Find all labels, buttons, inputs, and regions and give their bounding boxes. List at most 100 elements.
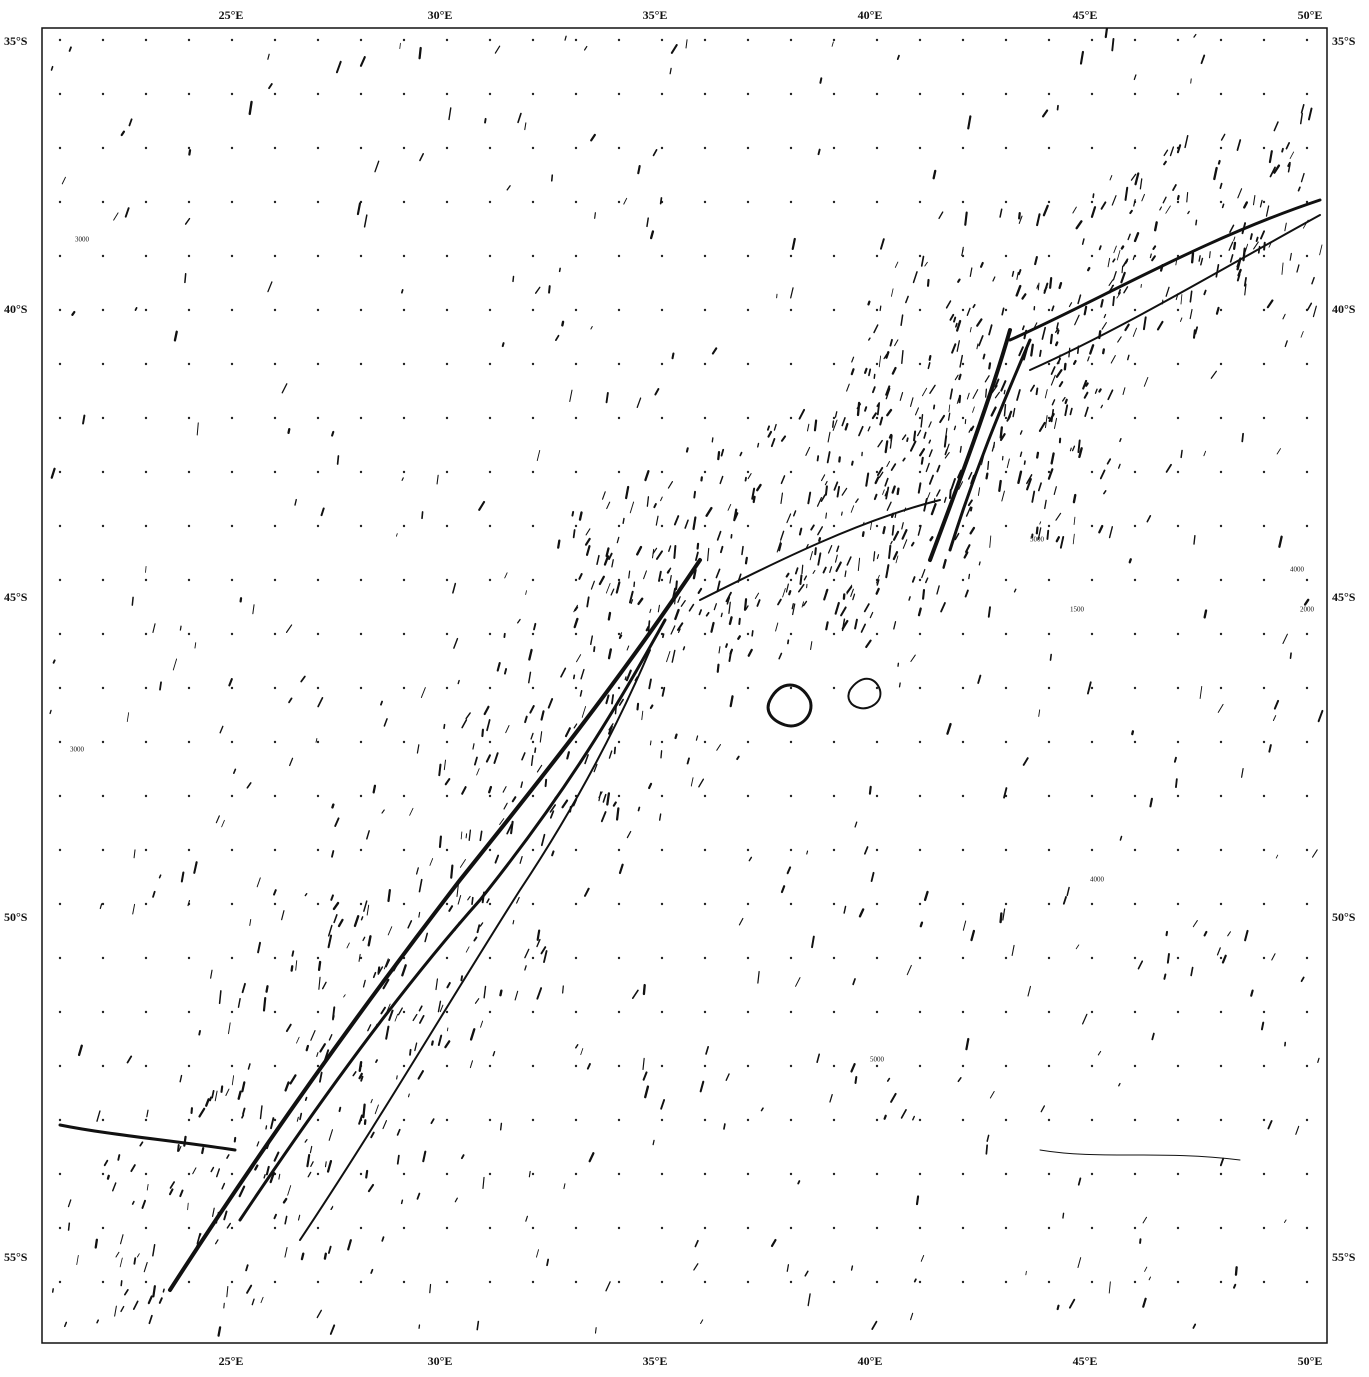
contour-fragment [360,916,364,921]
contour-fragment [148,1314,153,1325]
grid-dot [1176,686,1180,690]
contour-fragment [1220,133,1226,141]
grid-dot [875,92,879,96]
contour-fragment [959,445,962,453]
contour-fragment [1272,715,1277,721]
grid-dot [58,902,62,906]
contour-fragment [241,982,246,994]
contour-fragment [840,606,847,617]
contour-fragment [863,603,870,613]
grid-dot [402,740,406,744]
contour-fragment [1269,166,1276,178]
grid-dot [961,200,965,204]
contour-fragment [646,217,649,228]
contour-fragment [352,1071,357,1077]
grid-dot [832,686,836,690]
contour-fragment [1180,294,1183,305]
grid-dot [488,1280,492,1284]
contour-fragment [1232,241,1237,250]
contour-fragment [359,56,366,67]
contour-fragment [1282,633,1288,645]
grid-dot [531,1172,535,1176]
grid-dot [445,578,449,582]
grid-dot [1133,1172,1137,1176]
contour-fragment [801,564,804,575]
grid-dot [746,578,750,582]
grid-dot [746,416,750,420]
contour-fragment [1303,598,1310,606]
grid-dot [1004,632,1008,636]
grid-dot [58,1226,62,1230]
grid-dot [1305,1118,1309,1122]
grid-dot [316,254,320,258]
grid-dot [58,38,62,42]
contour-fragment [841,417,846,427]
contour-fragment [984,375,990,383]
contour-fragment [1221,203,1225,209]
grid-dot [531,38,535,42]
grid-dot [1176,308,1180,312]
contour-fragment [241,1081,246,1093]
contour-fragment [695,735,699,741]
contour-fragment [1284,340,1288,348]
grid-dot [703,1118,707,1122]
contour-fragment [1141,193,1145,202]
contour-fragment [910,1312,914,1321]
contour-fragment [777,598,782,606]
contour-fragment [820,494,826,502]
contour-fragment [605,694,610,705]
contour-fragment [613,746,617,755]
contour-fragment [1307,107,1313,121]
contour-fragment [926,492,931,500]
contour-fragment [855,498,859,503]
contour-fragment [970,474,975,485]
contour-fragment [524,122,527,131]
contour-fragment [499,989,503,997]
grid-dot [1262,524,1266,528]
contour-fragment [719,545,724,554]
grid-dot [1047,1118,1051,1122]
contour-fragment [1058,281,1063,290]
grid-dot [660,1280,664,1284]
contour-fragment [868,337,871,341]
contour-fragment [332,1015,335,1021]
grid-dot [660,524,664,528]
contour-fragment [927,362,931,370]
grid-dot [746,308,750,312]
contour-fragment [226,1286,229,1298]
grid-dot [1305,1064,1309,1068]
contour-fragment [1312,305,1317,318]
contour-fragment [900,314,904,326]
grid-dot [101,578,105,582]
contour-fragments [49,27,1324,1337]
grid-dot [531,578,535,582]
contour-fragment [642,983,646,996]
contour-fragment [485,754,491,763]
contour-fragment [409,1048,412,1056]
grid-dot [1133,308,1137,312]
grid-dot [617,146,621,150]
contour-fragment [307,1171,312,1178]
grid-dot [273,200,277,204]
grid-dot [316,686,320,690]
contour-fragment [67,1199,72,1208]
grid-dot [1262,902,1266,906]
contour-fragment [68,46,72,52]
contour-fragment [851,460,854,466]
contour-fragment [141,1199,147,1209]
grid-dot [101,956,105,960]
contour-fragment [920,456,924,465]
grid-dot [1176,956,1180,960]
grid-dot [1133,902,1137,906]
contour-fragment [285,1023,292,1033]
contour-fragment [546,1258,550,1267]
contour-fragment [919,921,924,928]
contour-fragment [346,942,350,949]
contour-fragment [358,1114,363,1125]
grid-dot [144,956,148,960]
grid-dot [359,578,363,582]
contour-fragment [375,1059,378,1063]
grid-dot [617,470,621,474]
grid-dot [1047,470,1051,474]
contour-fragment [1097,1050,1102,1056]
